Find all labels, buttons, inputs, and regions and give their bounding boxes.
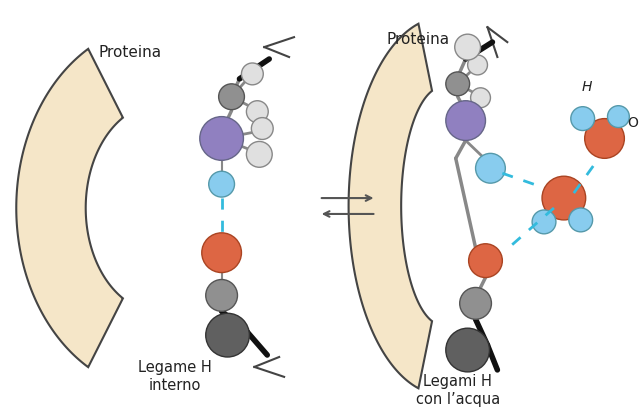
Circle shape [460,287,492,319]
Circle shape [468,55,488,75]
Circle shape [585,119,625,158]
Polygon shape [254,357,284,377]
Circle shape [252,118,273,139]
Circle shape [246,141,272,167]
Polygon shape [16,49,123,367]
Circle shape [246,101,268,123]
Circle shape [532,210,556,234]
Circle shape [571,106,595,131]
Circle shape [446,328,490,372]
Circle shape [209,171,234,197]
Text: Proteina: Proteina [99,45,162,59]
Text: Legame H
interno: Legame H interno [138,360,212,393]
Circle shape [446,72,470,96]
Circle shape [241,63,263,85]
Circle shape [569,208,593,232]
Text: H: H [582,80,592,94]
Polygon shape [349,24,432,388]
Text: O: O [627,116,637,129]
Circle shape [455,34,481,60]
Circle shape [607,106,629,128]
Circle shape [219,84,244,110]
Circle shape [205,313,250,357]
Circle shape [205,280,237,311]
Circle shape [200,116,243,160]
Circle shape [446,101,486,141]
Circle shape [468,244,502,277]
Text: Proteina: Proteina [387,32,449,47]
Text: Legami H
con l’acqua: Legami H con l’acqua [415,374,500,407]
Circle shape [470,88,490,108]
Polygon shape [488,27,508,57]
Circle shape [202,233,241,272]
Circle shape [476,154,506,183]
Polygon shape [264,37,294,57]
Circle shape [542,176,586,220]
